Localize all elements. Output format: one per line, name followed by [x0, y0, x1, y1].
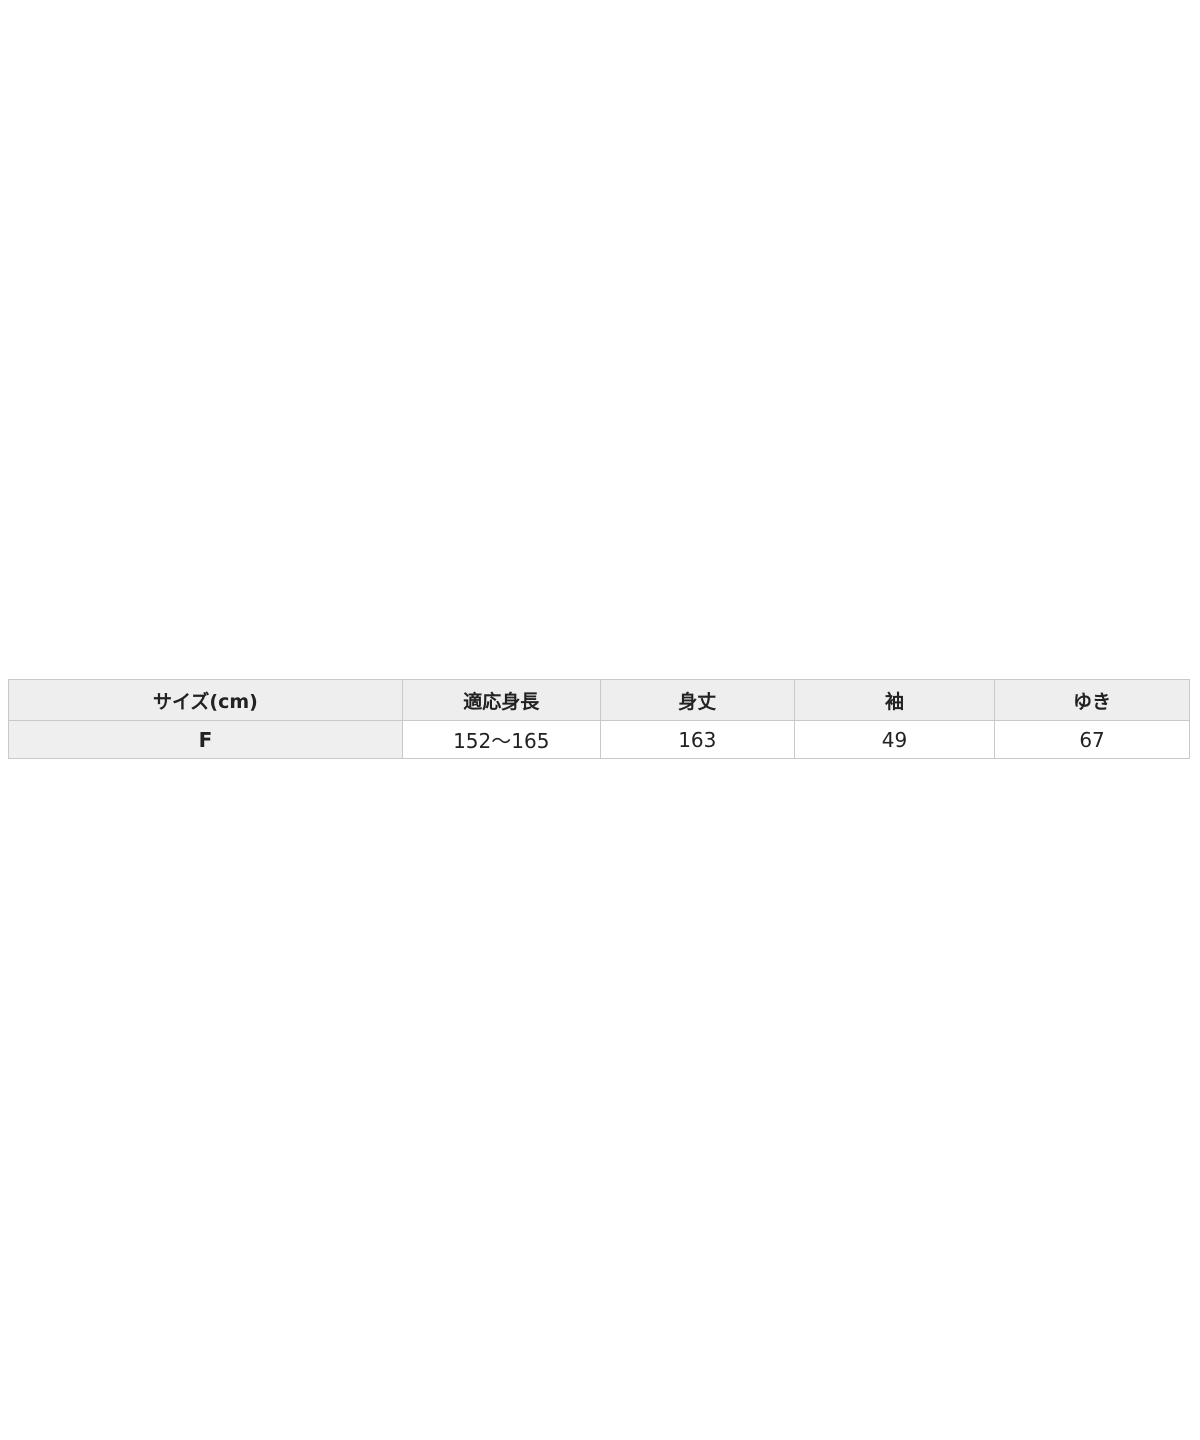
column-header-size: サイズ(cm) [8, 679, 403, 721]
yuki-value-cell: 67 [994, 720, 1190, 759]
column-header-sleeve: 袖 [793, 679, 996, 721]
sleeve-value-cell: 49 [793, 720, 996, 759]
column-header-yuki: ゆき [994, 679, 1190, 721]
column-header-body-length: 身丈 [599, 679, 795, 721]
column-header-height-range: 適応身長 [401, 679, 601, 721]
size-label-cell: F [8, 720, 403, 759]
height-range-value-cell: 152～165 [401, 720, 601, 759]
size-chart-header-row: サイズ(cm) 適応身長 身丈 袖 ゆき [8, 679, 1190, 721]
size-chart-table: サイズ(cm) 適応身長 身丈 袖 ゆき F 152～165 163 49 67 [8, 679, 1190, 759]
body-length-value-cell: 163 [599, 720, 795, 759]
size-chart-data-row: F 152～165 163 49 67 [8, 720, 1190, 759]
